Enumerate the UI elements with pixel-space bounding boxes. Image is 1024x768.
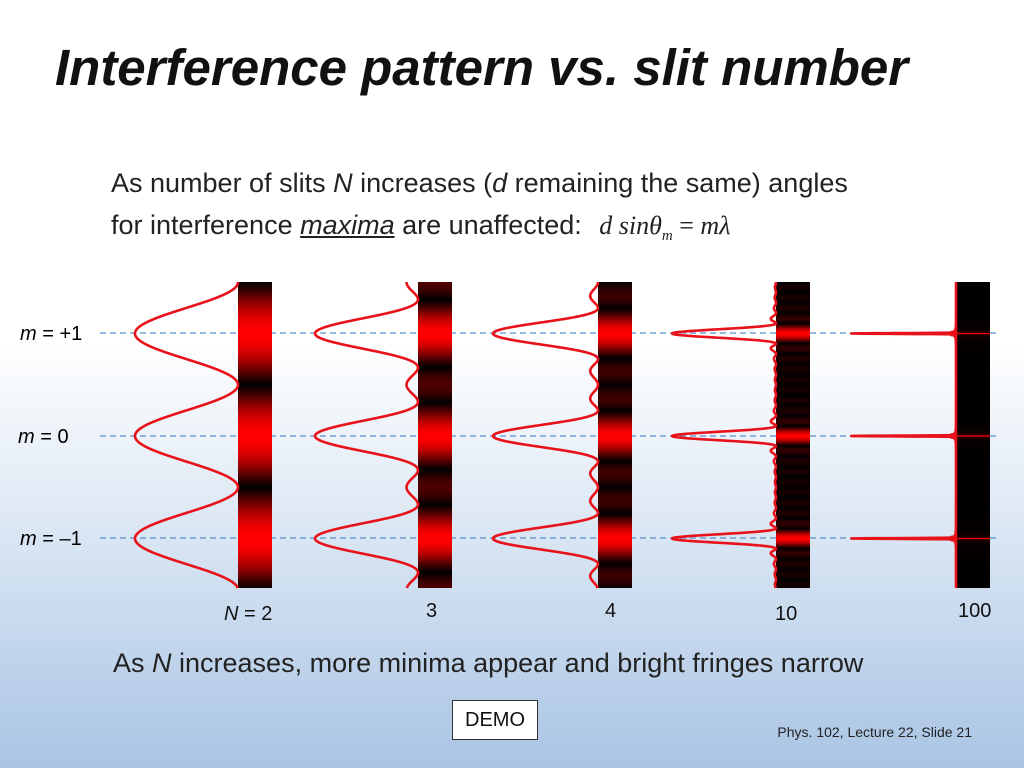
fringe-strip xyxy=(776,282,810,588)
intro-var-N: N xyxy=(333,168,353,198)
panel-label: 10 xyxy=(775,603,797,625)
intro-text-d: for interference xyxy=(111,210,301,240)
order-label: m = –1 xyxy=(20,528,82,550)
order-label: m = 0 xyxy=(18,426,69,448)
intensity-curve xyxy=(133,281,240,589)
conclusion-N: N xyxy=(152,648,172,678)
intensity-curve xyxy=(670,281,778,589)
intro-text-a: As number of slits xyxy=(111,168,334,198)
slide-footer: Phys. 102, Lecture 22, Slide 21 xyxy=(777,724,972,740)
intro-text: As number of slits N increases (d remain… xyxy=(111,162,991,251)
intro-line-2: for interference maxima are unaffected: … xyxy=(111,204,991,251)
conclusion-a: As xyxy=(113,648,153,678)
grating-formula: d sinθm = mλ xyxy=(599,211,731,244)
order-label: m = +1 xyxy=(20,323,82,345)
intro-text-b: increases ( xyxy=(352,168,493,198)
intro-text-e: are unaffected: xyxy=(394,210,582,240)
panel-label: 3 xyxy=(426,600,437,622)
formula-sub: m xyxy=(661,228,673,244)
intro-var-d: d xyxy=(492,168,508,198)
formula-theta: θ xyxy=(649,211,662,240)
intro-maxima: maxima xyxy=(300,210,395,240)
fringe-strip xyxy=(238,282,272,588)
intensity-curves xyxy=(133,280,958,590)
conclusion-text: As N increases, more minima appear and b… xyxy=(113,648,863,679)
panel-label: 100 xyxy=(958,600,991,622)
panel-labels: N = 2 3 4 10 100 xyxy=(224,600,991,625)
formula-rhs: mλ xyxy=(700,211,731,240)
intro-text-c: remaining the same) angles xyxy=(507,168,848,198)
intro-line-1: As number of slits N increases (d remain… xyxy=(111,162,991,204)
fringe-strip xyxy=(956,282,990,588)
formula-lhs: d sin xyxy=(599,211,650,240)
fringe-strip xyxy=(598,282,632,588)
demo-button[interactable]: DEMO xyxy=(452,700,538,740)
slide-title: Interference pattern vs. slit number xyxy=(55,39,909,96)
formula-eq: = xyxy=(672,211,701,240)
intensity-curve xyxy=(849,280,958,590)
panel-label: N = 2 xyxy=(224,603,272,625)
fringe-strip xyxy=(418,282,452,588)
panel-label: 4 xyxy=(605,600,616,622)
intensity-curve xyxy=(313,281,420,589)
interference-diagram: m = +1 m = 0 m = –1 N = 2 3 4 10 100 xyxy=(18,280,1000,625)
conclusion-b: increases, more minima appear and bright… xyxy=(171,648,864,678)
fringe-strips xyxy=(238,282,990,588)
intensity-curve xyxy=(491,281,600,589)
order-labels: m = +1 m = 0 m = –1 xyxy=(18,323,82,550)
